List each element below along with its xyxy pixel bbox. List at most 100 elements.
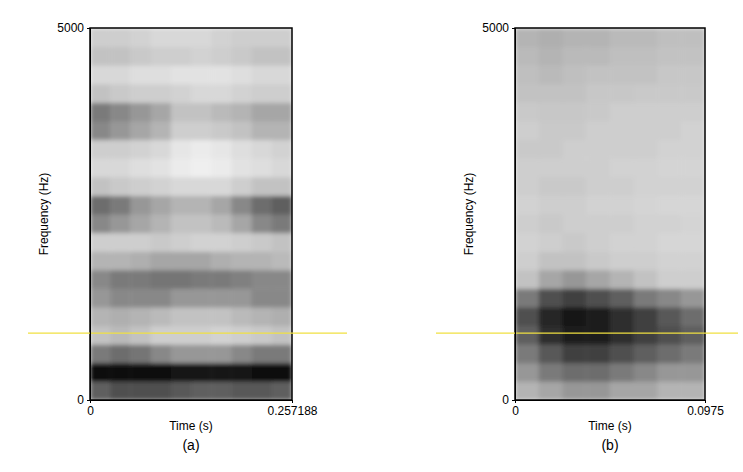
heatmap-cell	[110, 28, 131, 47]
heatmap-cell	[586, 47, 610, 66]
axis-line	[91, 400, 293, 401]
heatmap-cell	[272, 65, 292, 84]
heatmap-cell	[110, 47, 131, 66]
heatmap-cell	[515, 288, 539, 307]
heatmap-cell	[586, 344, 610, 363]
heatmap-cell	[171, 288, 192, 307]
heatmap-cell	[657, 84, 681, 103]
heatmap-cell	[110, 121, 131, 140]
heatmap-cell	[110, 84, 131, 103]
heatmap-cell	[151, 381, 172, 400]
heatmap-cell	[171, 195, 192, 214]
heatmap-cell	[586, 363, 610, 382]
heatmap-cell	[681, 195, 705, 214]
heatmap-cell	[515, 233, 539, 252]
heatmap-cell	[586, 381, 610, 400]
heatmap-cell	[151, 158, 172, 177]
heatmap-cell	[586, 102, 610, 121]
heatmap-cell	[634, 233, 658, 252]
panel: 0500000.257188Frequency (Hz)Time (s)(a)	[28, 21, 347, 453]
plot-area	[90, 28, 292, 400]
heatmap-cell	[681, 363, 705, 382]
x-axis: 00.0975	[512, 400, 724, 418]
heatmap-cell	[657, 251, 681, 270]
heatmap-cell	[211, 140, 232, 159]
heatmap-cell	[231, 381, 252, 400]
heatmap-cell	[191, 102, 212, 121]
heatmap-cell	[610, 65, 634, 84]
heatmap-cell	[151, 251, 172, 270]
heatmap-cell	[211, 363, 232, 382]
heatmap-cell	[110, 307, 131, 326]
heatmap-cell	[151, 28, 172, 47]
heatmap-cell	[681, 214, 705, 233]
heatmap-cell	[171, 121, 192, 140]
heatmap-cell	[130, 121, 151, 140]
heatmap-cell	[563, 214, 587, 233]
heatmap-cell	[171, 28, 192, 47]
heatmap-cell	[539, 233, 563, 252]
heatmap-cell	[515, 326, 539, 345]
heatmap-cell	[171, 233, 192, 252]
heatmap-cell	[515, 344, 539, 363]
heatmap-cell	[252, 214, 273, 233]
heatmap-cell	[539, 363, 563, 382]
heatmap-cell	[211, 28, 232, 47]
heatmap-cell	[110, 65, 131, 84]
heatmap-cell	[586, 177, 610, 196]
heatmap-cell	[130, 84, 151, 103]
heatmap-cell	[252, 28, 273, 47]
heatmap-cell	[211, 381, 232, 400]
heatmap-cell	[90, 233, 111, 252]
heatmap-cell	[110, 326, 131, 345]
heatmap-cell	[211, 177, 232, 196]
heatmap-cell	[681, 158, 705, 177]
heatmap-cell	[515, 270, 539, 289]
heatmap-cell	[90, 381, 111, 400]
heatmap-cell	[681, 28, 705, 47]
heatmap-cell	[515, 363, 539, 382]
heatmap-cell	[563, 84, 587, 103]
heatmap-cell	[515, 47, 539, 66]
heatmap-cell	[231, 102, 252, 121]
heatmap-cell	[130, 344, 151, 363]
heatmap-cell	[681, 326, 705, 345]
heatmap-cell	[681, 233, 705, 252]
heatmap-cell	[657, 65, 681, 84]
heatmap-cell	[191, 270, 212, 289]
heatmap-cell	[151, 177, 172, 196]
heatmap-cell	[681, 102, 705, 121]
heatmap-cell	[211, 344, 232, 363]
heatmap-cell	[231, 121, 252, 140]
heatmap-cell	[191, 214, 212, 233]
heatmap-cell	[171, 214, 192, 233]
heatmap-cell	[586, 326, 610, 345]
heatmap-cell	[539, 102, 563, 121]
heatmap-cell	[110, 177, 131, 196]
heatmap-cell	[90, 84, 111, 103]
heatmap-cell	[539, 307, 563, 326]
heatmap-cell	[634, 47, 658, 66]
heatmap-cell	[90, 195, 111, 214]
heatmap-cell	[231, 214, 252, 233]
cursor-line	[436, 332, 738, 333]
heatmap-cell	[681, 251, 705, 270]
heatmap-cell	[563, 47, 587, 66]
x-axis-title: Time (s)	[588, 419, 632, 433]
heatmap-cell	[211, 251, 232, 270]
heatmap-cell	[252, 65, 273, 84]
heatmap-cell	[90, 307, 111, 326]
heatmap-cell	[130, 140, 151, 159]
tick-label: 0	[87, 404, 94, 418]
heatmap-cell	[563, 65, 587, 84]
heatmap-cell	[515, 121, 539, 140]
heatmap-cell	[563, 195, 587, 214]
heatmap-cell	[610, 158, 634, 177]
heatmap-cell	[130, 307, 151, 326]
heatmap-cell	[272, 102, 292, 121]
heatmap-cell	[515, 140, 539, 159]
heatmap-cell	[563, 140, 587, 159]
heatmap-cell	[211, 65, 232, 84]
heatmap-cell	[634, 307, 658, 326]
heatmap-cell	[252, 140, 273, 159]
